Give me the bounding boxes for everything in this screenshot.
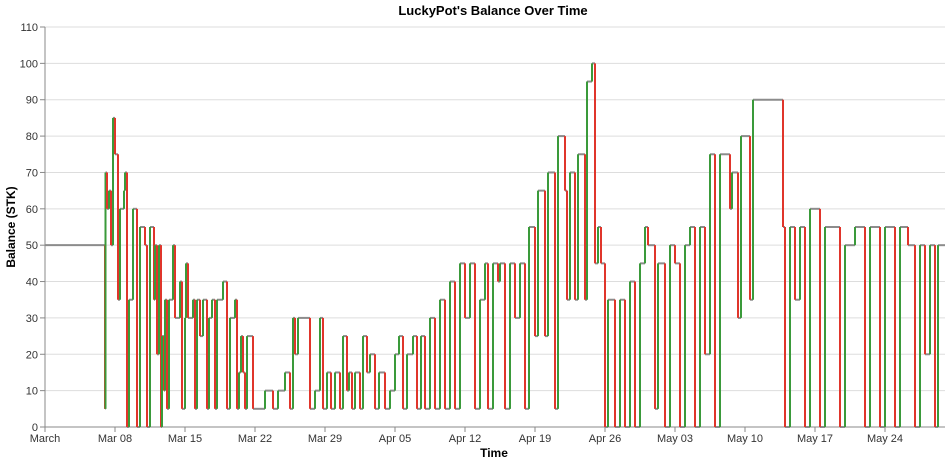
x-tick-label: Apr 12 (449, 433, 481, 445)
x-tick-label: Mar 08 (98, 433, 132, 445)
x-tick-label: Mar 29 (308, 433, 342, 445)
x-tick-label: May 10 (727, 433, 763, 445)
y-tick-label: 100 (20, 58, 38, 70)
y-tick-label: 80 (26, 131, 38, 143)
x-tick-label: Mar 15 (168, 433, 202, 445)
y-tick-label: 70 (26, 167, 38, 179)
y-tick-label: 30 (26, 313, 38, 325)
y-tick-label: 90 (26, 95, 38, 107)
chart-title: LuckyPot's Balance Over Time (398, 3, 587, 18)
x-tick-label: Apr 26 (589, 433, 621, 445)
x-tick-label: May 17 (797, 433, 833, 445)
y-tick-label: 110 (20, 22, 38, 34)
y-tick-label: 60 (26, 204, 38, 216)
y-tick-label: 20 (26, 349, 38, 361)
x-tick-label: May 24 (867, 433, 903, 445)
y-tick-label: 10 (26, 386, 38, 398)
y-tick-label: 50 (26, 240, 38, 252)
x-tick-label: May 03 (657, 433, 693, 445)
y-tick-label: 0 (32, 422, 38, 434)
x-tick-label: Apr 05 (379, 433, 411, 445)
y-tick-label: 40 (26, 277, 38, 289)
x-tick-label: Mar 22 (238, 433, 272, 445)
x-tick-label: Apr 19 (519, 433, 551, 445)
x-axis-label: Time (480, 446, 508, 460)
y-axis-label: Balance (STK) (4, 186, 18, 267)
x-tick-label: March (30, 433, 61, 445)
